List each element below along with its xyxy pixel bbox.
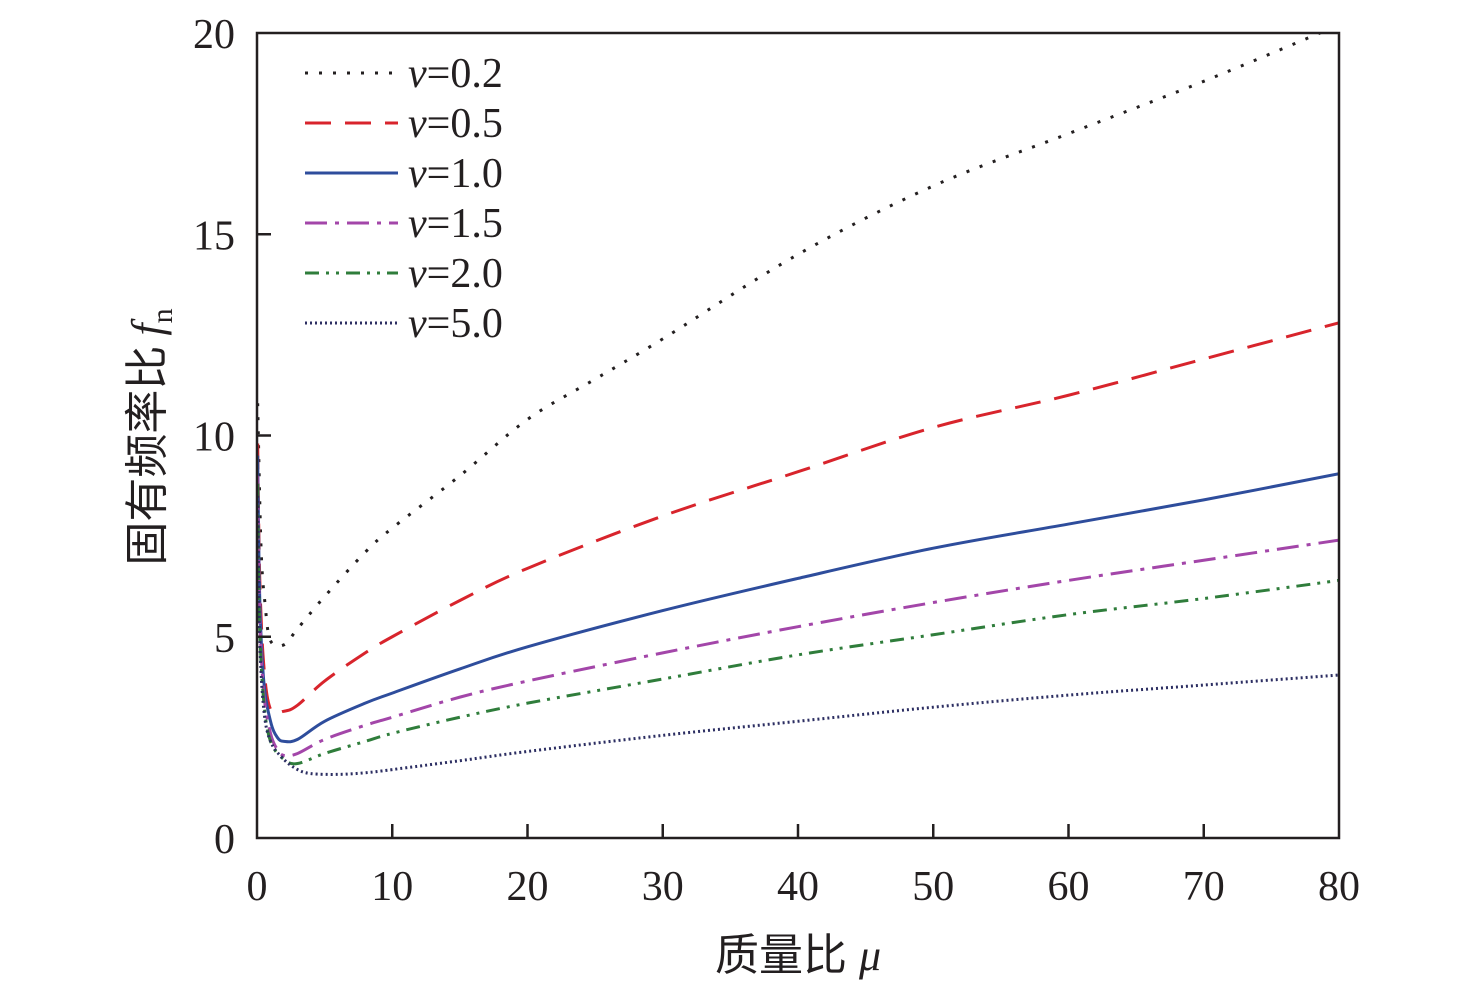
x-tick-label: 40 (777, 864, 819, 910)
legend-label-0: v=0.2 (408, 51, 503, 97)
legend-label-5: v=5.0 (408, 301, 503, 347)
legend-label-4: v=2.0 (408, 251, 503, 297)
x-tick-label: 30 (642, 864, 684, 910)
x-tick-label: 10 (371, 864, 413, 910)
legend-label-2: v=1.0 (408, 151, 503, 197)
legend-label-1: v=0.5 (408, 101, 503, 147)
series-line-1 (257, 321, 1339, 715)
x-tick-label: 50 (912, 864, 954, 910)
y-tick-label: 20 (193, 12, 235, 58)
y-axis-label-text: 固有频率比 (122, 346, 173, 566)
x-axis-symbol: μ (858, 931, 881, 980)
x-axis-label-text: 质量比 (715, 930, 847, 981)
series-line-3 (257, 475, 1339, 758)
y-axis-label: 固有频率比fn (122, 308, 179, 565)
legend-label-3: v=1.5 (408, 201, 503, 247)
series-line-5 (257, 495, 1339, 776)
x-tick-label: 80 (1318, 864, 1360, 910)
x-tick-label: 0 (247, 864, 268, 910)
y-tick-label: 10 (193, 415, 235, 461)
series-line-0 (257, 33, 1324, 648)
x-tick-label: 20 (507, 864, 549, 910)
series-line-4 (257, 483, 1339, 766)
ticks-layer: 0 10 20 30 40 50 60 70 80 0 5 10 15 20 (193, 12, 1360, 910)
series-layer (257, 33, 1339, 776)
y-tick-label: 0 (214, 817, 235, 863)
y-tick-label: 5 (214, 616, 235, 662)
x-axis-label: 质量比 μ (715, 930, 881, 981)
x-tick-label: 70 (1183, 864, 1225, 910)
series-line-2 (257, 455, 1339, 744)
legend: v=0.2v=0.5v=1.0v=1.5v=2.0v=5.0 (305, 51, 503, 347)
y-axis-subscript: n (146, 308, 179, 323)
x-tick-label: 60 (1048, 864, 1090, 910)
y-tick-label: 15 (193, 213, 235, 259)
